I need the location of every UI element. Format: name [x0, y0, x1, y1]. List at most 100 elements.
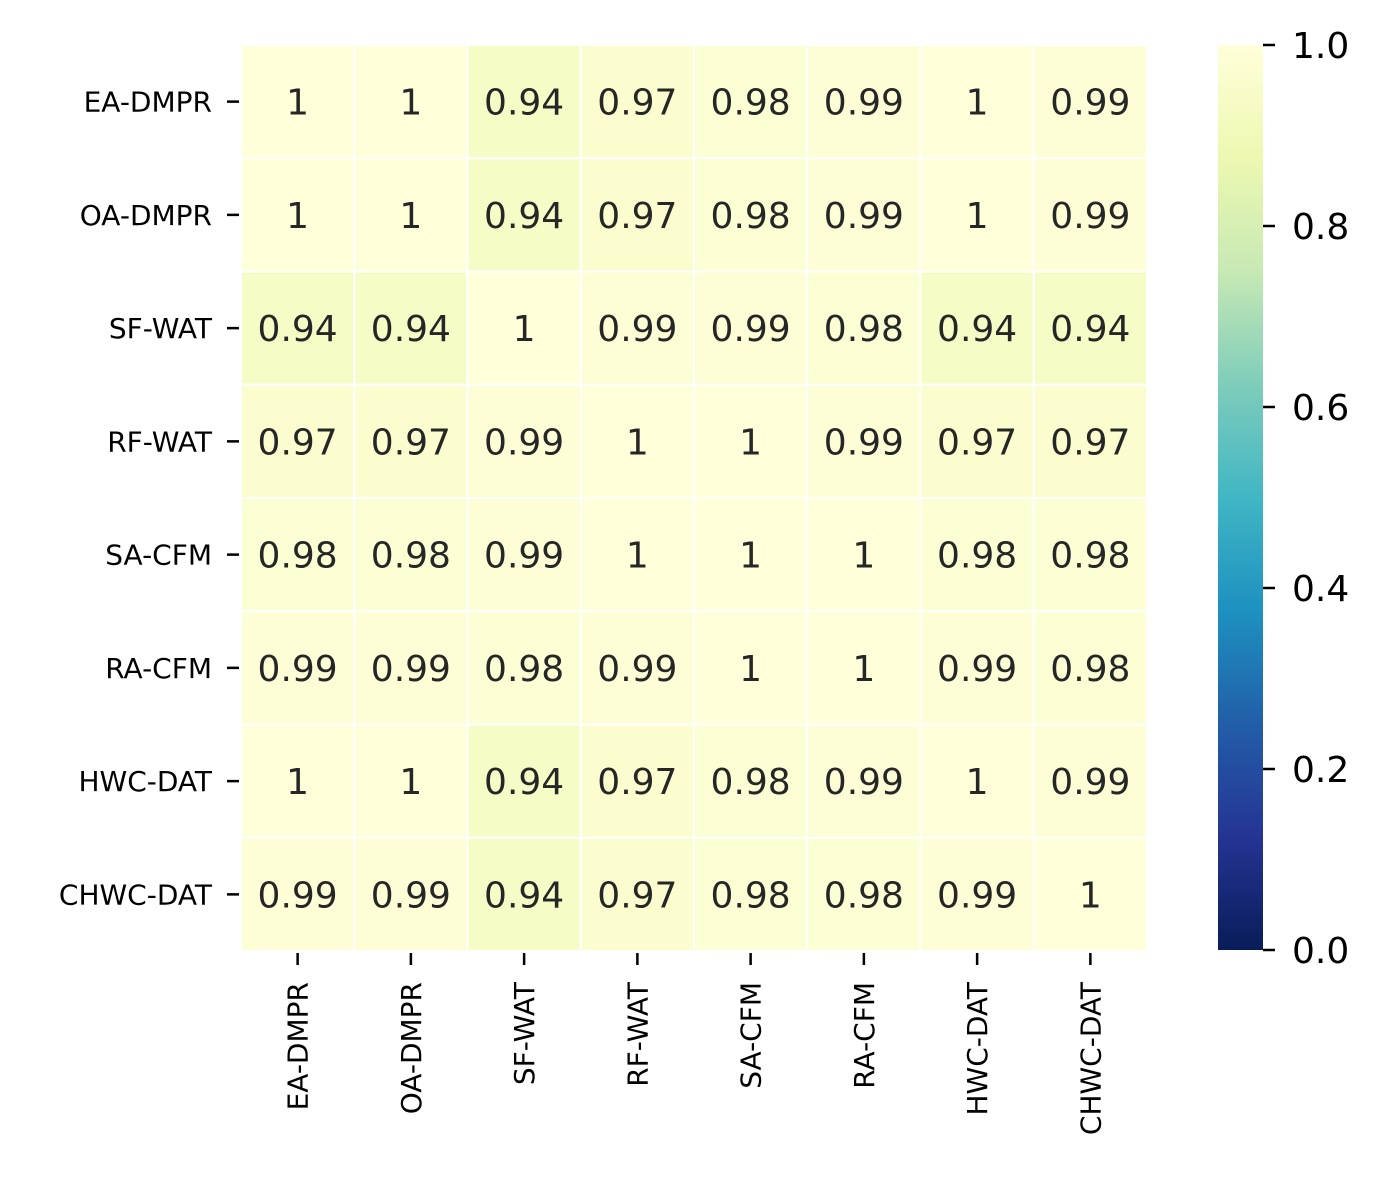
- cell-value-label: 0.97: [371, 422, 451, 463]
- heatmap-cell: [240, 836, 356, 952]
- y-axis: EA-DMPR OA-DMPR SF-WAT RF-WAT SA-CFM RA-CFM HW…: [59, 86, 239, 911]
- y-tick-label: CHWC-DAT: [59, 878, 213, 911]
- heatmap-cell: [466, 383, 582, 499]
- y-tick-label: HWC-DAT: [78, 765, 212, 798]
- heatmap-cell: [806, 836, 922, 952]
- cell-value-label: 0.94: [371, 309, 451, 350]
- cell-value-label: 0.97: [597, 762, 677, 803]
- cell-value-label: 0.98: [711, 875, 791, 916]
- cell-value-label: 0.99: [1050, 196, 1130, 237]
- cell-value-label: 1: [1079, 875, 1102, 916]
- cell-value-label: 1: [399, 83, 422, 124]
- cell-value-label: 0.98: [1050, 649, 1130, 690]
- cell-value-label: 1: [399, 762, 422, 803]
- cell-value-label: 1: [626, 536, 649, 577]
- cell-value-label: 0.98: [824, 309, 904, 350]
- x-axis: EA-DMPR OA-DMPR SF-WAT RF-WAT SA-CFM RA-CFM HW…: [282, 953, 1107, 1135]
- y-tick-label: OA-DMPR: [80, 199, 212, 232]
- cell-value-label: 0.99: [824, 196, 904, 237]
- heatmap-cell: [579, 270, 695, 386]
- cell-value-label: 1: [286, 196, 309, 237]
- y-tick-label: RF-WAT: [107, 425, 213, 458]
- cell-value-label: 0.94: [484, 196, 564, 237]
- heatmap-cell: [1032, 157, 1148, 273]
- heatmap-cell: [919, 270, 1035, 386]
- x-tick-label: EA-DMPR: [282, 982, 315, 1110]
- heatmap-cell: [579, 157, 695, 273]
- heatmap-cell: [466, 836, 582, 952]
- heatmap-cell: [466, 270, 582, 386]
- colorbar-tick-label: 0.0: [1292, 931, 1349, 972]
- cell-value-label: 1: [399, 196, 422, 237]
- heatmap-cell: [353, 157, 469, 273]
- heatmap-cell: [806, 157, 922, 273]
- cell-value-label: 1: [286, 762, 309, 803]
- heatmap-cell: [693, 497, 809, 613]
- heatmap-cell: [919, 610, 1035, 726]
- cell-value-label: 0.98: [371, 536, 451, 577]
- cell-value-label: 0.99: [937, 875, 1017, 916]
- cell-value-label: 0.99: [824, 762, 904, 803]
- colorbar-tick-label: 0.6: [1292, 388, 1349, 429]
- cell-value-label: 1: [852, 536, 875, 577]
- heatmap-cell: [806, 610, 922, 726]
- x-tick-label: SA-CFM: [735, 982, 768, 1089]
- x-tick-label: SF-WAT: [508, 981, 541, 1085]
- cell-value-label: 0.99: [258, 649, 338, 690]
- cell-value-label: 0.98: [258, 536, 338, 577]
- heatmap-cell: [693, 383, 809, 499]
- heatmap-cell: [919, 723, 1035, 839]
- colorbar-tick-label: 0.2: [1292, 750, 1349, 791]
- y-tick-label: RA-CFM: [105, 652, 212, 685]
- cell-value-label: 0.99: [1050, 83, 1130, 124]
- cell-value-label: 0.99: [824, 422, 904, 463]
- cell-value-label: 0.94: [258, 309, 338, 350]
- y-tick-label: SA-CFM: [105, 539, 212, 572]
- heatmap-cell: [240, 270, 356, 386]
- heatmap-cell: [806, 723, 922, 839]
- heatmap-cell: [353, 270, 469, 386]
- cell-value-label: 1: [739, 536, 762, 577]
- cell-value-label: 0.99: [258, 875, 338, 916]
- cell-value-label: 0.98: [711, 83, 791, 124]
- x-tick-label: OA-DMPR: [395, 982, 428, 1114]
- cell-value-label: 0.99: [711, 309, 791, 350]
- heatmap-cell: [1032, 723, 1148, 839]
- heatmap-cell: [240, 383, 356, 499]
- heatmap-cell: [1032, 44, 1148, 160]
- heatmap-cell: [579, 836, 695, 952]
- colorbar-tick-label: 0.4: [1292, 569, 1349, 610]
- cell-value-label: 0.99: [597, 649, 677, 690]
- cell-value-label: 0.94: [484, 875, 564, 916]
- cell-value-label: 0.99: [824, 83, 904, 124]
- heatmap-cell: [466, 44, 582, 160]
- colorbar: 0.0 0.2 0.4 0.6 0.8 1.0: [1218, 26, 1349, 972]
- cell-value-label: 1: [626, 422, 649, 463]
- heatmap-cell: [919, 383, 1035, 499]
- heatmap-cell: [579, 497, 695, 613]
- heatmap-cell: [240, 44, 356, 160]
- cell-value-label: 0.98: [711, 762, 791, 803]
- heatmap-cell: [466, 610, 582, 726]
- cell-value-label: 0.94: [484, 762, 564, 803]
- heatmap-cell: [1032, 270, 1148, 386]
- x-tick-label: HWC-DAT: [961, 981, 994, 1115]
- heatmap-cell: [693, 610, 809, 726]
- cell-value-label: 0.98: [1050, 536, 1130, 577]
- x-tick-label: CHWC-DAT: [1074, 981, 1107, 1135]
- cell-value-label: 0.98: [484, 649, 564, 690]
- cell-value-label: 0.97: [1050, 422, 1130, 463]
- cell-value-label: 0.99: [597, 309, 677, 350]
- heatmap-cells: [240, 44, 1148, 952]
- cell-value-label: 0.94: [937, 309, 1017, 350]
- cell-annotations: 1 1 0.94 0.97 0.98 0.99 1 0.99 1 1 0.94 0.97 0.98 0.9…: [258, 83, 1131, 917]
- cell-value-label: 0.99: [484, 536, 564, 577]
- cell-value-label: 1: [966, 762, 989, 803]
- heatmap-cell: [353, 44, 469, 160]
- heatmap-cell: [693, 723, 809, 839]
- colorbar-tick-label: 0.8: [1292, 207, 1349, 248]
- x-tick-label: RA-CFM: [848, 982, 881, 1089]
- heatmap-cell: [579, 383, 695, 499]
- heatmap-cell: [353, 610, 469, 726]
